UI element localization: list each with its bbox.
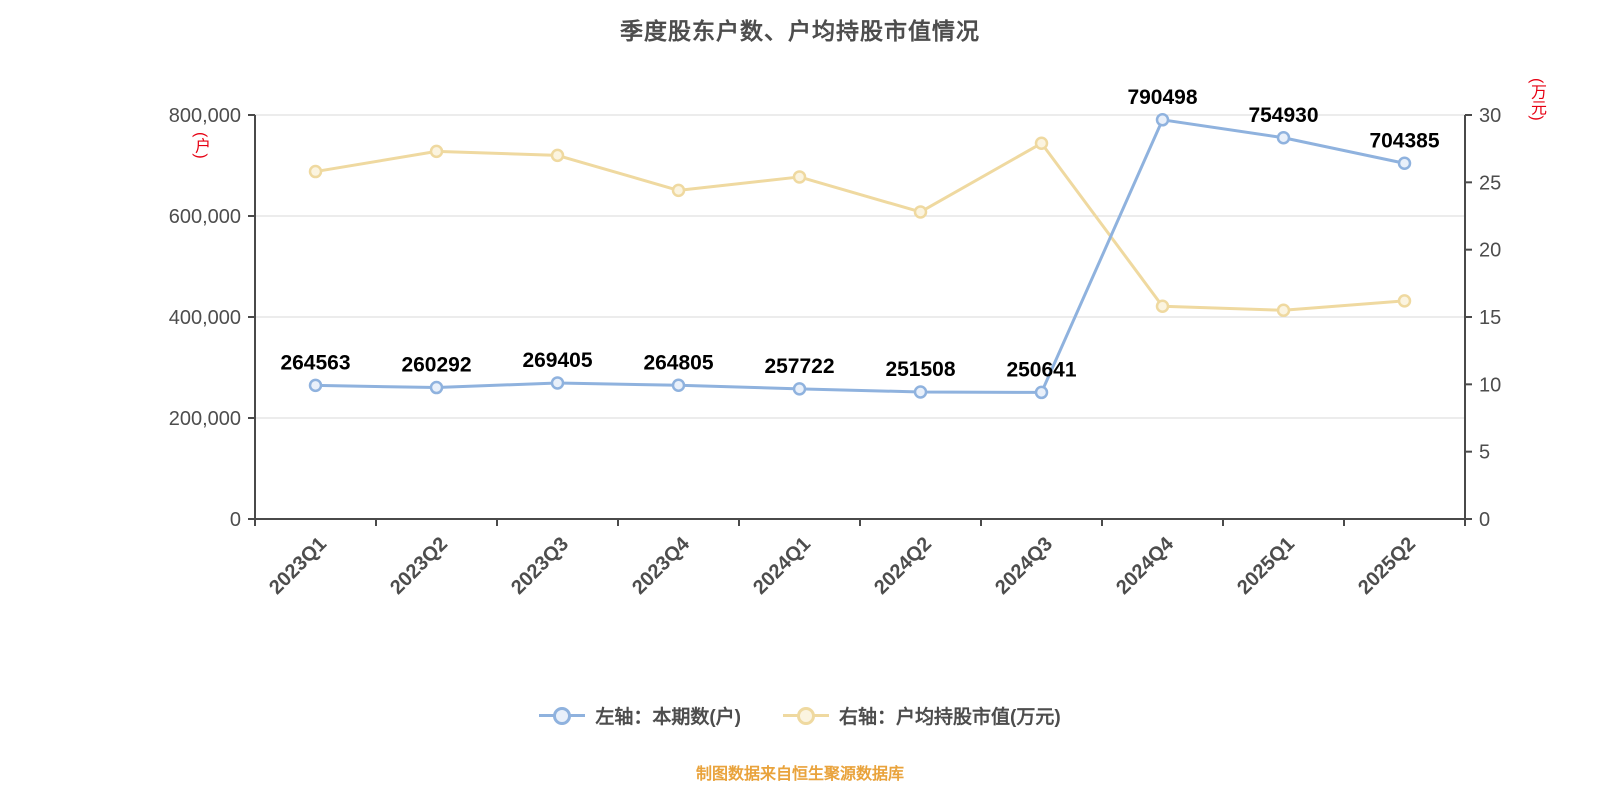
series-marker-left xyxy=(1397,156,1412,171)
series-marker-left xyxy=(1034,385,1049,400)
series-marker-left xyxy=(308,378,323,393)
left-axis-unit-label: (户) xyxy=(192,132,209,159)
series-marker-right xyxy=(1276,303,1291,318)
data-label: 250641 xyxy=(1006,358,1076,381)
right-axis-tick-label: 15 xyxy=(1479,307,1501,329)
right-axis-tick-label: 5 xyxy=(1479,442,1490,464)
line-chart-plot: 0 200,000 400,000 600,000 800,000 0 5 10 15 20 25 3… xyxy=(169,86,1502,599)
series-marker-right xyxy=(913,205,928,219)
series-marker-right xyxy=(1397,294,1412,308)
x-axis-label: 2023Q1 xyxy=(265,533,331,599)
legend-label-right-axis: 右轴：户均持股市值(万元) xyxy=(839,707,1061,728)
series-marker-left xyxy=(671,378,686,393)
left-axis-tick-label: 800,000 xyxy=(169,105,241,127)
series-marker-right xyxy=(550,148,565,163)
series-marker-left xyxy=(1276,131,1291,145)
data-label: 260292 xyxy=(401,354,471,377)
series-line-left xyxy=(314,118,1406,394)
legend-marker-blue-icon xyxy=(539,706,586,725)
left-axis-tick-label: 200,000 xyxy=(169,408,241,430)
series-marker-left xyxy=(1155,113,1170,127)
series-marker-right xyxy=(1155,299,1170,313)
x-axis-label: 2024Q1 xyxy=(749,533,815,599)
legend-item-shareholder-count[interactable]: 左轴：本期数(户) xyxy=(539,702,741,729)
legend: 左轴：本期数(户) 右轴：户均持股市值(万元) xyxy=(0,702,1600,729)
series-marker-right xyxy=(429,144,444,159)
series-marker-left xyxy=(429,380,444,395)
x-axis-label: 2024Q2 xyxy=(870,533,936,599)
right-axis-unit-label: (万元) xyxy=(1528,78,1545,121)
right-axis-tick-label: 10 xyxy=(1479,374,1501,396)
x-axis-label: 2023Q3 xyxy=(507,533,573,599)
series-line-right xyxy=(314,141,1406,312)
data-label: 264805 xyxy=(643,351,713,374)
series-marker-right xyxy=(671,183,686,198)
right-axis-tick-label: 20 xyxy=(1479,240,1501,262)
data-label: 251508 xyxy=(885,358,955,381)
series-marker-left xyxy=(550,376,565,390)
left-axis-tick-label: 0 xyxy=(230,509,241,531)
left-axis-tick-label: 400,000 xyxy=(169,307,241,329)
data-label: 790498 xyxy=(1127,86,1197,109)
legend-item-avg-market-value[interactable]: 右轴：户均持股市值(万元) xyxy=(783,702,1061,729)
right-axis-tick-label: 0 xyxy=(1479,509,1490,531)
x-axis-label: 2024Q3 xyxy=(991,533,1057,599)
right-axis-tick-label: 25 xyxy=(1479,172,1501,194)
left-axis-tick-label: 600,000 xyxy=(169,206,241,228)
chart-title: 季度股东户数、户均持股市值情况 xyxy=(620,18,980,44)
x-axis-label: 2023Q2 xyxy=(386,533,452,599)
x-axis-label: 2025Q2 xyxy=(1354,533,1420,599)
series-marker-right xyxy=(1034,136,1049,151)
source-note: 制图数据来自恒生聚源数据库 xyxy=(695,766,904,783)
data-label: 257722 xyxy=(764,355,834,378)
data-label: 264563 xyxy=(280,351,350,374)
data-label: 754930 xyxy=(1248,104,1318,127)
right-axis-tick-label: 30 xyxy=(1479,105,1501,127)
series-marker-right xyxy=(792,170,807,184)
data-label: 269405 xyxy=(522,349,592,372)
legend-marker-yellow-icon xyxy=(783,706,829,725)
x-axis-label: 2023Q4 xyxy=(628,532,695,599)
x-axis-label: 2024Q4 xyxy=(1112,532,1179,599)
series-marker-right xyxy=(308,164,323,179)
series-marker-left xyxy=(913,385,928,399)
data-label: 704385 xyxy=(1369,129,1439,152)
x-axis-label: 2025Q1 xyxy=(1233,533,1299,599)
series-marker-left xyxy=(792,382,807,396)
legend-label-left-axis: 左轴：本期数(户) xyxy=(595,707,741,728)
